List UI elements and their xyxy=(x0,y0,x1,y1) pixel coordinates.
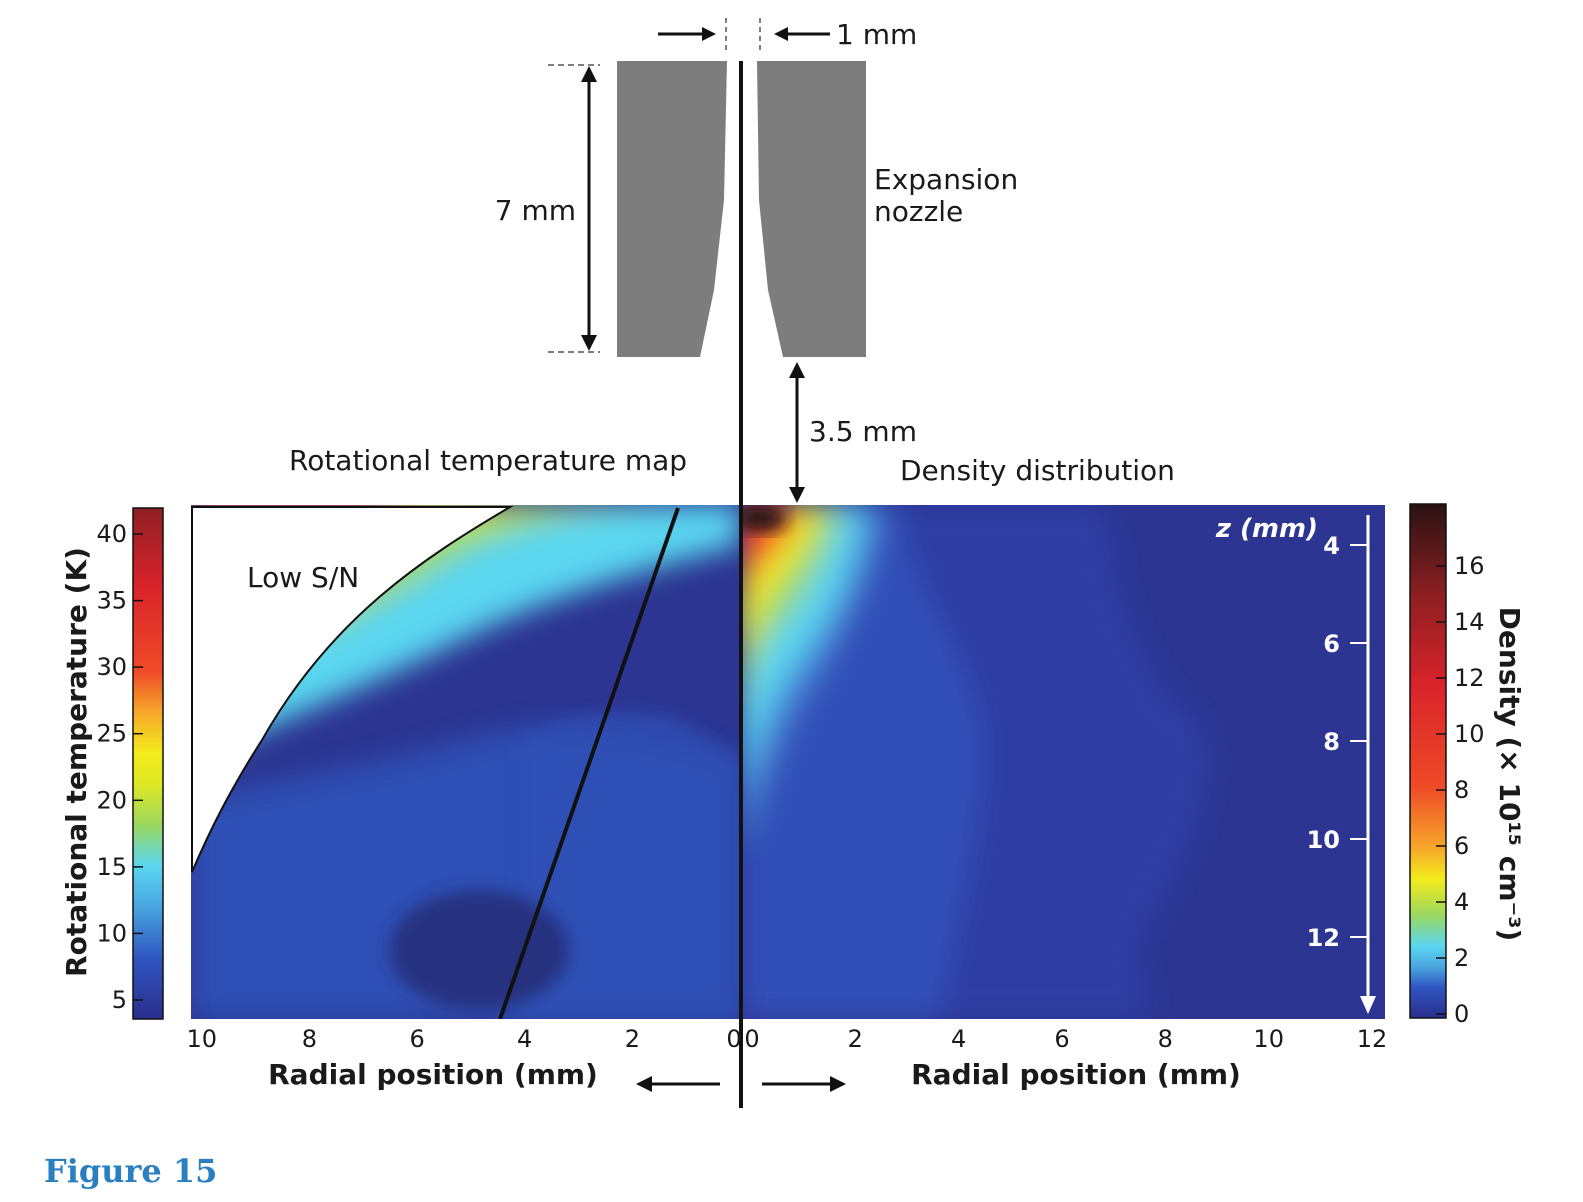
density-colorbar-tick-label: 4 xyxy=(1454,888,1469,916)
z-tick-label: 12 xyxy=(1307,924,1340,952)
density-colorbar-tick-label: 16 xyxy=(1454,552,1485,580)
temperature-x-tick-label: 0 xyxy=(726,1025,741,1053)
temperature-x-tick-label: 4 xyxy=(517,1025,532,1053)
density-colorbar-tick-label: 14 xyxy=(1454,608,1485,636)
z-tick-label: 8 xyxy=(1323,728,1340,756)
density-colorbar xyxy=(1409,503,1447,1019)
density-colorbar-tick-label: 0 xyxy=(1454,1000,1469,1028)
temperature-colorbar-tick-label: 25 xyxy=(96,720,127,748)
temperature-colorbar-label: Rotational temperature (K) xyxy=(60,547,93,977)
temperature-colorbar-tick-label: 40 xyxy=(96,520,127,548)
temperature-x-tick-label: 8 xyxy=(302,1025,317,1053)
temperature-x-axis-label: Radial position (mm) xyxy=(268,1058,598,1091)
density-colorbar-tick-label: 6 xyxy=(1454,832,1469,860)
density-x-tick-label: 12 xyxy=(1357,1025,1388,1053)
low-sn-mask xyxy=(191,506,514,873)
density-x-tick-label: 6 xyxy=(1054,1025,1069,1053)
orifice-label: 1 mm xyxy=(836,18,917,51)
density-colorbar-tick-label: 12 xyxy=(1454,664,1485,692)
gap-label: 3.5 mm xyxy=(809,415,917,448)
density-x-tick-label: 10 xyxy=(1253,1025,1284,1053)
density-map-title: Density distribution xyxy=(900,454,1175,487)
z-axis-label: z (mm) xyxy=(1215,514,1318,544)
expansion-nozzle xyxy=(617,61,866,357)
orifice-dimension xyxy=(658,18,830,52)
reference-line xyxy=(498,507,680,1019)
density-x-axis-label: Radial position (mm) xyxy=(911,1058,1241,1091)
temperature-colorbar-tick-label: 35 xyxy=(96,587,127,615)
temperature-colorbar-tick-label: 30 xyxy=(96,653,127,681)
height-dimension xyxy=(548,64,600,353)
temperature-x-tick-label: 6 xyxy=(409,1025,424,1053)
z-axis: 4 6 8 10 12 xyxy=(1307,515,1376,1014)
height-label: 7 mm xyxy=(495,194,576,227)
nozzle-left-wall xyxy=(617,61,727,357)
density-x-tick-label: 2 xyxy=(848,1025,863,1053)
temperature-colorbar-tick-label: 20 xyxy=(96,786,127,814)
nozzle-label-line2: nozzle xyxy=(874,195,963,228)
temperature-colorbar-tick-label: 5 xyxy=(112,986,127,1014)
z-tick-label: 10 xyxy=(1307,826,1340,854)
density-colorbar-tick-label: 2 xyxy=(1454,944,1469,972)
radial-direction-arrows xyxy=(636,1076,846,1092)
nozzle-label-line1: Expansion xyxy=(874,163,1018,196)
density-x-tick-label: 8 xyxy=(1158,1025,1173,1053)
z-tick-label: 6 xyxy=(1323,630,1340,658)
low-sn-label: Low S/N xyxy=(247,561,359,594)
figure-caption: Figure 15 xyxy=(44,1152,217,1190)
gap-dimension xyxy=(789,362,805,503)
temperature-x-tick-label: 2 xyxy=(625,1025,640,1053)
temperature-map-title: Rotational temperature map xyxy=(289,444,687,477)
nozzle-right-wall xyxy=(757,61,866,357)
density-colorbar-tick-label: 8 xyxy=(1454,776,1469,804)
density-heatmap xyxy=(740,505,1385,1019)
temperature-heatmap xyxy=(191,505,740,1019)
temperature-colorbar-tick-label: 10 xyxy=(96,919,127,947)
z-tick-label: 4 xyxy=(1323,532,1340,560)
temperature-x-tick-label: 10 xyxy=(187,1025,218,1053)
density-colorbar-tick-label: 10 xyxy=(1454,720,1485,748)
temperature-colorbar xyxy=(132,507,164,1020)
density-colorbar-label: Density (× 10¹⁵ cm⁻³) xyxy=(1493,607,1526,942)
density-x-tick-label: 4 xyxy=(951,1025,966,1053)
temperature-colorbar-tick-label: 15 xyxy=(96,853,127,881)
density-x-tick-label: 0 xyxy=(744,1025,759,1053)
